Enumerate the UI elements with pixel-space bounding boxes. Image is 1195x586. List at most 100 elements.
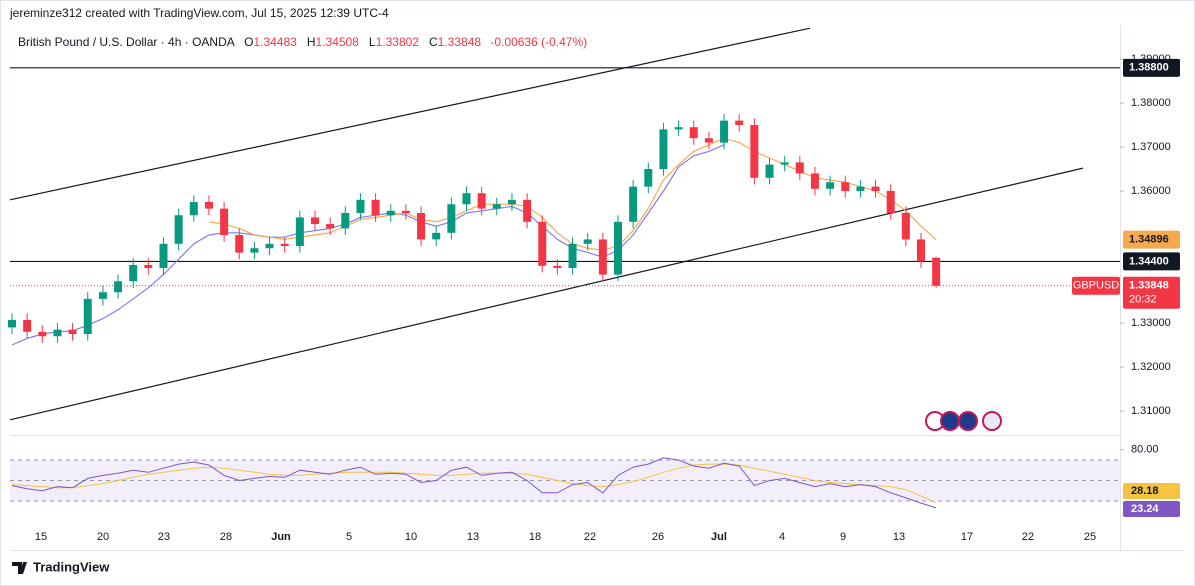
change: -0.00636 (-0.47%) (490, 35, 588, 49)
x-tick-label: 5 (346, 531, 352, 543)
x-tick-label: 13 (467, 531, 479, 543)
x-tick-label: 22 (1022, 531, 1034, 543)
high-value: 1.34508 (315, 35, 359, 49)
x-tick-label: 22 (584, 531, 596, 543)
x-tick-label: 26 (652, 531, 664, 543)
candle-body (38, 331, 47, 337)
candle-body (417, 213, 426, 240)
candle-body (326, 224, 335, 229)
x-tick-label: 15 (35, 531, 47, 543)
x-tick-label: 17 (961, 531, 973, 543)
candle-body (462, 193, 471, 205)
candle-body (856, 186, 865, 192)
l-key: L (362, 35, 376, 49)
y-tick-label: 1.31000 (1131, 405, 1171, 417)
rsi-label: 23.24 (1131, 503, 1159, 515)
candle-body (53, 329, 62, 337)
y-tick-label: 1.32000 (1131, 361, 1171, 373)
level-label: 1.38800 (1129, 62, 1169, 74)
last-price-box (1123, 276, 1180, 309)
candle-body (174, 215, 183, 244)
h-key: H (300, 35, 316, 49)
trend-line (9, 27, 811, 201)
level-label: 1.34400 (1129, 255, 1169, 267)
x-tick-label: 18 (529, 531, 541, 543)
brand: TradingView (33, 559, 110, 574)
brand-logo (12, 562, 27, 574)
candle-body (386, 210, 395, 216)
candle-body (917, 239, 925, 262)
candle-body (765, 164, 774, 178)
candle-body (704, 138, 713, 143)
close-value: 1.33848 (437, 35, 482, 49)
candle-body (341, 213, 350, 229)
icon (958, 411, 978, 431)
candle-body (98, 292, 107, 299)
last-price-label: 1.33848 (1129, 280, 1169, 292)
candle-body (189, 202, 198, 216)
open-value: 1.34483 (253, 35, 297, 49)
candle-body (750, 125, 759, 178)
candle-body (810, 173, 819, 189)
x-tick-label: 28 (220, 531, 232, 543)
icon (982, 411, 1002, 431)
candle-body (795, 162, 804, 174)
candle-body (492, 204, 501, 209)
candle-body (826, 182, 835, 189)
x-tick-label: 23 (158, 531, 170, 543)
candle-body (538, 221, 547, 266)
x-tick-label: 13 (893, 531, 905, 543)
currency-icons (925, 411, 1002, 431)
candle-body (8, 319, 16, 328)
candle-body (720, 120, 729, 143)
rsi-ma-box (1123, 483, 1180, 499)
symbol: British Pound / U.S. Dollar · 4h · OANDA (18, 35, 235, 49)
legend: British Pound / U.S. Dollar · 4h · OANDA… (18, 35, 587, 49)
level-label-box (1123, 252, 1180, 271)
candle-body (295, 217, 304, 247)
candle-body (871, 186, 880, 192)
candle-body (250, 248, 259, 253)
candle-body (886, 191, 895, 214)
x-tick-label: 9 (840, 531, 846, 543)
candle-body (507, 199, 516, 205)
level-label-box (1123, 58, 1180, 77)
candle-body (144, 264, 153, 269)
ticker-box (1072, 276, 1120, 295)
candle-body (553, 265, 562, 269)
x-tick-label: 10 (405, 531, 417, 543)
ticker: GBPUSD (1073, 280, 1120, 292)
candle-body (841, 182, 850, 192)
candle-body (780, 162, 789, 165)
x-tick-label: 25 (1084, 531, 1096, 543)
ma-label: 1.34896 (1129, 233, 1169, 245)
candle-body (901, 213, 910, 240)
credit: jereminze312 created with TradingView.co… (10, 6, 389, 20)
candle-body (204, 202, 213, 209)
x-tick-label: 4 (779, 531, 785, 543)
trend-line (9, 167, 1084, 421)
icon (940, 411, 960, 431)
candle-body (432, 232, 441, 240)
y-tick-label: 1.38000 (1131, 97, 1171, 109)
candle-body (629, 186, 638, 222)
candle-body (689, 127, 698, 139)
candle-body (311, 217, 319, 225)
candle-body (477, 193, 486, 209)
ma-label-box (1123, 230, 1180, 249)
candle-body (114, 281, 123, 293)
y-tick-label: 1.33000 (1131, 317, 1171, 329)
candle-body (568, 243, 577, 269)
x-tick-label: Jul (711, 531, 727, 543)
candle-body (932, 257, 941, 286)
rsi-box (1123, 501, 1180, 517)
rsi-ma (11, 463, 937, 504)
candle-body (265, 243, 274, 249)
candle-body (674, 127, 683, 130)
x-tick-label: 20 (97, 531, 109, 543)
x-tick-label: Jun (271, 531, 291, 543)
moving-average (208, 137, 937, 252)
c-key: C (422, 35, 438, 49)
countdown: 20:32 (1129, 294, 1157, 306)
y-tick-label: 1.37000 (1131, 141, 1171, 153)
